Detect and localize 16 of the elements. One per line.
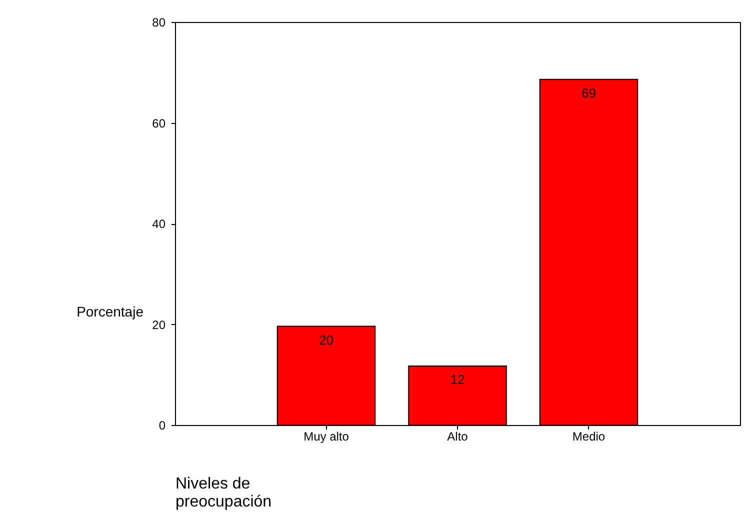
- y-tick-label: 20: [152, 318, 166, 332]
- y-axis-title: Porcentaje: [76, 304, 144, 320]
- x-tick-label: Alto: [447, 430, 468, 444]
- y-tick-label: 40: [152, 217, 166, 231]
- y-tick-label: 0: [158, 418, 166, 432]
- y-tick-label: 80: [152, 16, 166, 30]
- bar: [539, 78, 638, 426]
- y-tick-label: 60: [152, 116, 166, 130]
- data-label: 12: [450, 372, 465, 388]
- bar: [276, 326, 376, 426]
- x-tick-label: Medio: [572, 430, 606, 444]
- bar: [408, 366, 507, 426]
- x-axis-title: Niveles de preocupación: [176, 476, 272, 510]
- data-label: 20: [319, 332, 334, 348]
- data-label: 69: [582, 85, 596, 100]
- x-tick-label: Muy alto: [304, 430, 350, 444]
